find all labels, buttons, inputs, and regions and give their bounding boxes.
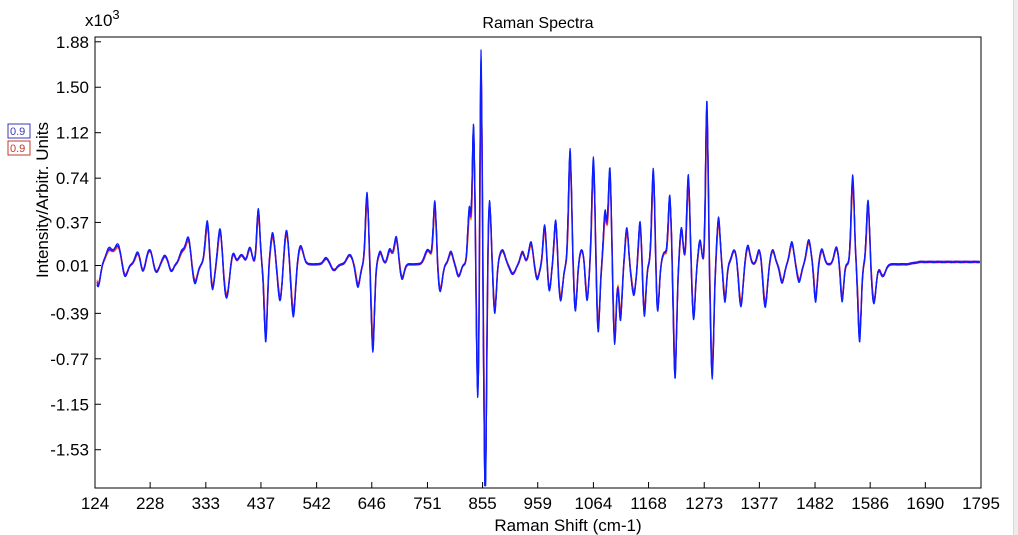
x-tick-label: 228	[136, 494, 164, 513]
x-tick-label: 124	[81, 494, 109, 513]
legend-swatch	[7, 140, 31, 156]
x-tick-label: 1273	[685, 494, 723, 513]
legend-swatch	[7, 123, 31, 139]
x-tick-label: 751	[413, 494, 441, 513]
x-tick-label: 1690	[906, 494, 944, 513]
y-multiplier-base: x10	[85, 11, 112, 30]
chart-title: Raman Spectra	[482, 15, 593, 32]
y-tick-label: -0.39	[50, 304, 89, 323]
y-tick-label: 0.37	[56, 213, 89, 232]
y-multiplier-exponent: 3	[112, 7, 119, 22]
x-tick-label: 1168	[630, 494, 667, 513]
x-tick-label: 333	[192, 494, 220, 513]
legend: 0.90.9	[7, 123, 31, 156]
y-tick-label: 1.50	[56, 78, 89, 97]
x-tick-label: 646	[358, 494, 386, 513]
x-tick-label: 855	[468, 494, 496, 513]
spectrum-line-6	[96, 49, 981, 487]
x-tick-label: 1377	[740, 494, 778, 513]
window-edge	[1013, 0, 1018, 535]
legend-label: 0.9	[10, 143, 25, 155]
svg-text:x103: x103	[85, 7, 120, 30]
y-tick-label: -0.77	[50, 350, 89, 369]
x-tick-label: 437	[247, 494, 275, 513]
x-axis: 124 228 333 437 542 646 751 855 959 1064 1168 1273 1…	[81, 482, 1000, 513]
legend-entry: 0.9	[7, 123, 31, 139]
legend-label: 0.9	[10, 126, 25, 138]
y-tick-label: 1.12	[56, 124, 89, 143]
x-tick-label: 542	[302, 494, 330, 513]
series-layer	[96, 49, 981, 487]
y-tick-label: 0.01	[56, 256, 89, 275]
y-tick-label: 1.88	[56, 33, 89, 52]
y-multiplier: x103	[85, 7, 120, 30]
legend-entry: 0.9	[7, 140, 31, 156]
x-tick-label: 1064	[574, 494, 612, 513]
y-tick-label: -1.15	[50, 395, 89, 414]
x-tick-label: 959	[524, 494, 552, 513]
y-axis-title: Intensity/Arbitr. Units	[33, 122, 52, 278]
y-tick-label: -1.53	[50, 441, 89, 460]
y-axis: 1.88 1.50 1.12 0.74 0.37 0.01 -0.39 -0.77 -1.15 -…	[50, 33, 101, 460]
x-tick-label: 1586	[851, 494, 889, 513]
x-tick-label: 1482	[796, 494, 834, 513]
y-tick-label: 0.74	[56, 169, 89, 188]
x-tick-label: 1795	[962, 494, 1000, 513]
x-axis-title: Raman Shift (cm-1)	[494, 516, 641, 535]
